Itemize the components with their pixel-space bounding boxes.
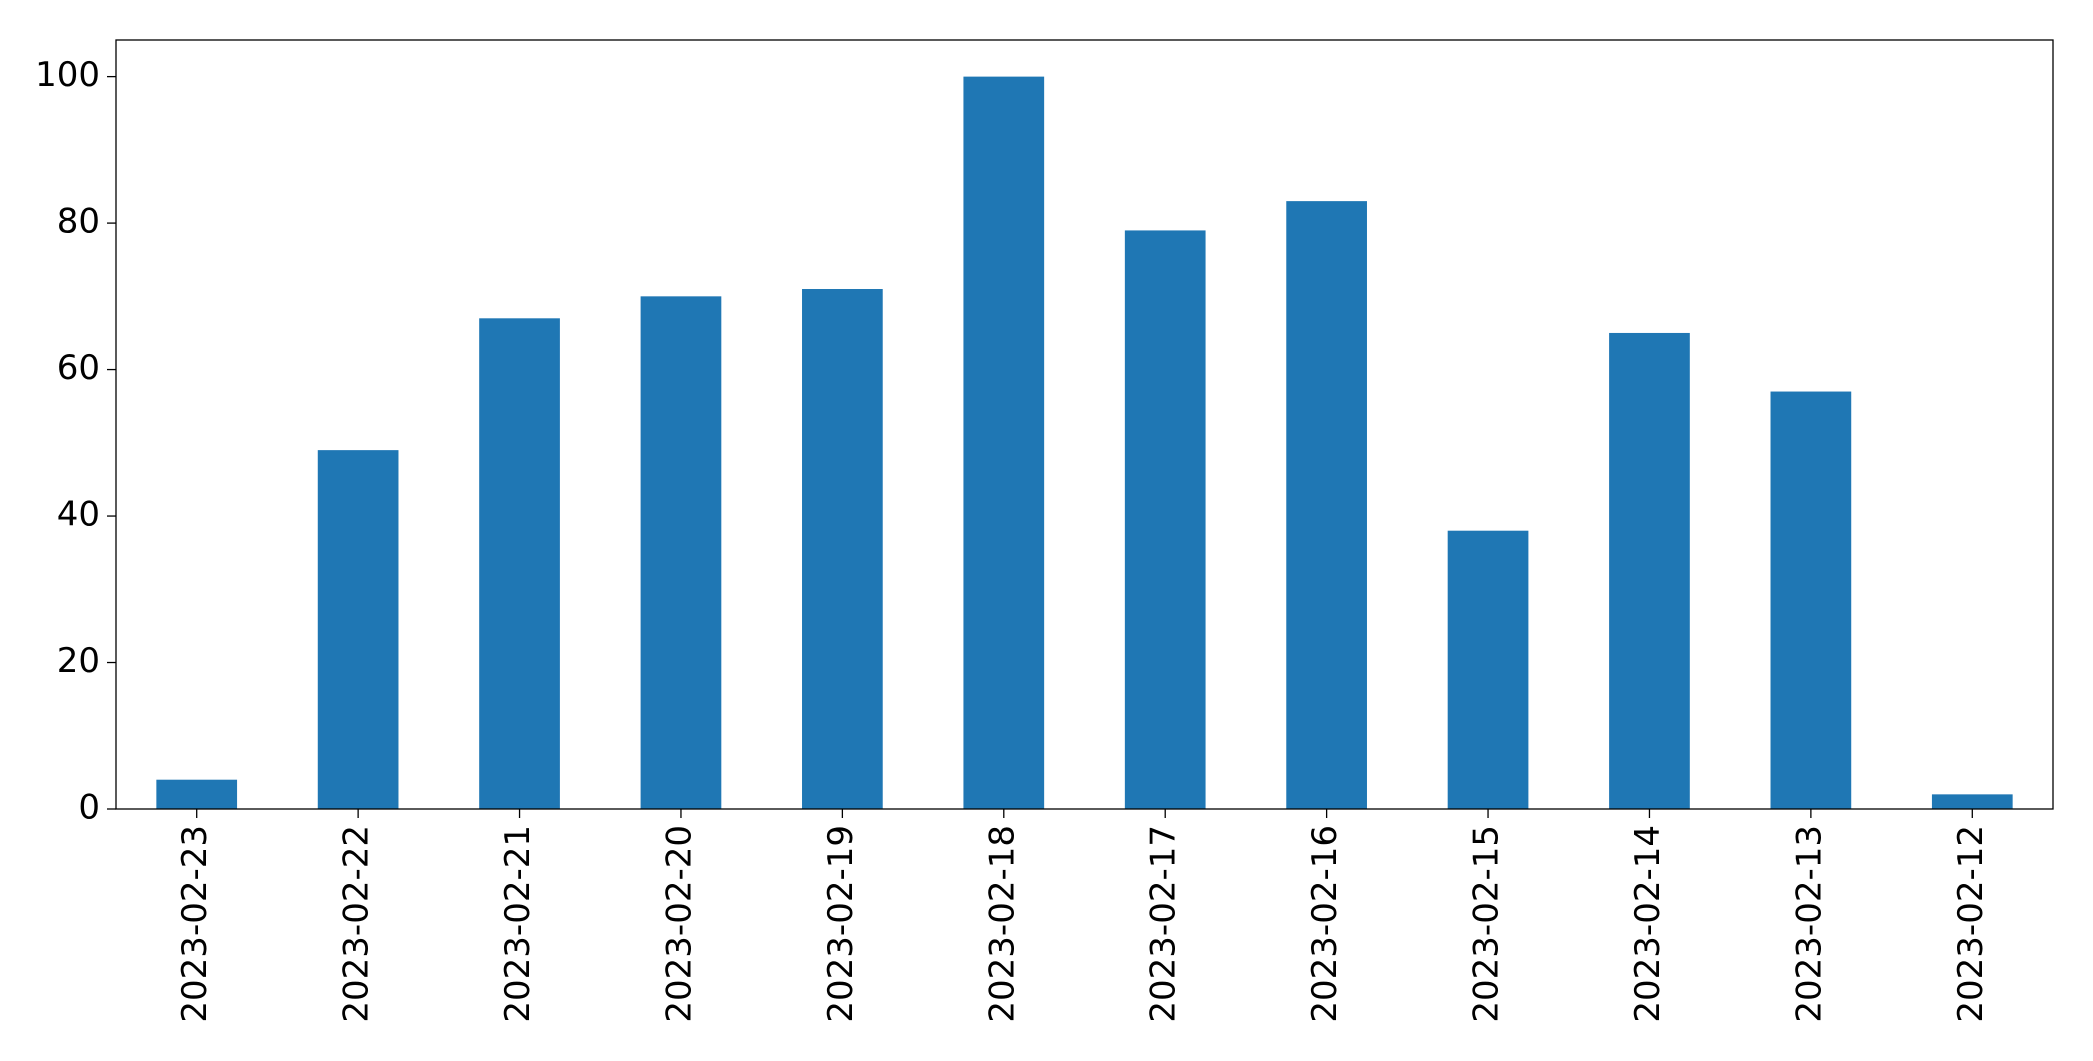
x-tick-label: 2023-02-20: [659, 825, 699, 1023]
x-tick-label: 2023-02-22: [337, 825, 377, 1023]
plot-frame: [115, 39, 2054, 810]
bar: [1447, 530, 1529, 809]
bar: [802, 289, 883, 809]
y-tick-label: 40: [57, 495, 100, 535]
x-tick-label: 2023-02-14: [1628, 825, 1668, 1023]
y-tick-label: 20: [57, 641, 100, 681]
y-tick-label: 100: [35, 55, 100, 95]
x-tick-label: 2023-02-17: [1144, 825, 1184, 1023]
bar: [640, 296, 722, 809]
x-tick-label: 2023-02-21: [498, 825, 538, 1023]
x-tick-label: 2023-02-23: [175, 825, 215, 1023]
y-tick-label: 60: [57, 348, 100, 388]
x-tick-label: 2023-02-13: [1789, 825, 1829, 1023]
bar: [1931, 794, 2013, 809]
x-tick-label: 2023-02-12: [1951, 825, 1991, 1023]
bar: [1609, 332, 1690, 809]
x-tick-label: 2023-02-16: [1305, 825, 1345, 1023]
bar: [1124, 230, 1206, 809]
bar: [1286, 201, 1367, 810]
x-tick-label: 2023-02-18: [982, 825, 1022, 1023]
y-tick-label: 0: [78, 788, 100, 828]
bar: [963, 76, 1045, 810]
x-tick-label: 2023-02-15: [1467, 825, 1507, 1023]
bar: [156, 779, 238, 809]
y-tick-label: 80: [57, 202, 100, 242]
bar: [1770, 391, 1852, 809]
bar: [479, 318, 560, 809]
x-tick-label: 2023-02-19: [821, 825, 861, 1023]
bar: [317, 450, 399, 809]
